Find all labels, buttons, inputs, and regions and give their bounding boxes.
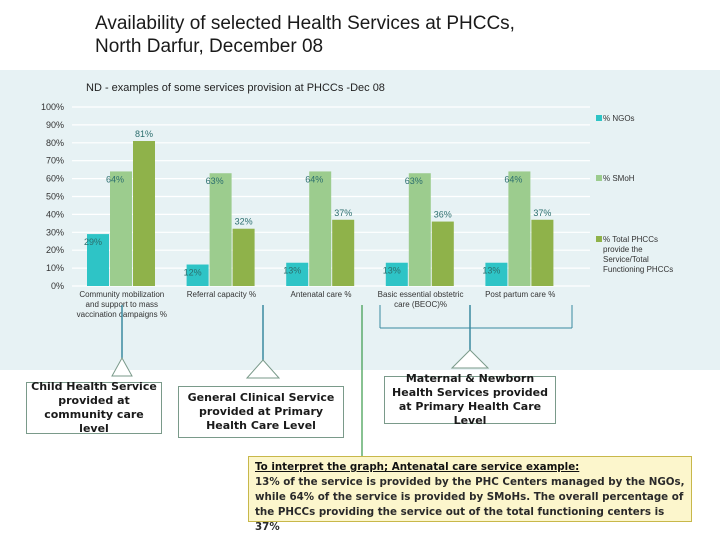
category-label: Post partum care % bbox=[485, 290, 555, 299]
bar bbox=[110, 171, 132, 286]
data-label: 37% bbox=[533, 208, 551, 218]
page-title: Availability of selected Health Services… bbox=[95, 12, 515, 58]
data-label: 12% bbox=[184, 268, 202, 278]
connector-arrow bbox=[450, 349, 490, 369]
bar bbox=[332, 219, 355, 286]
interpretation-body: 13% of the service is provided by the PH… bbox=[255, 476, 685, 533]
bar bbox=[508, 171, 531, 286]
bar bbox=[232, 228, 255, 286]
y-tick-label: 60% bbox=[46, 174, 64, 184]
data-label: 63% bbox=[405, 176, 423, 186]
bar bbox=[209, 173, 232, 286]
interpretation-heading: To interpret the graph; Antenatal care s… bbox=[255, 461, 580, 473]
legend-entry: % NGOs bbox=[603, 114, 635, 123]
y-tick-label: 40% bbox=[46, 209, 64, 219]
data-label: 36% bbox=[434, 210, 452, 220]
bar bbox=[385, 262, 408, 286]
maternal-newborn-box: Maternal & Newborn Health Services provi… bbox=[384, 372, 556, 427]
bar bbox=[309, 171, 332, 286]
connector-arrow bbox=[245, 359, 281, 379]
legend-entry: Service/Total bbox=[603, 255, 649, 264]
page-title-line2: North Darfur, December 08 bbox=[95, 36, 324, 57]
page-title-line1: Availability of selected Health Services… bbox=[95, 13, 515, 34]
y-tick-label: 80% bbox=[46, 138, 64, 148]
category-label: Basic essential obstetric bbox=[378, 290, 464, 299]
bar bbox=[87, 234, 109, 286]
category-label: Referral capacity % bbox=[187, 290, 256, 299]
legend-entry: % Total PHCCs bbox=[603, 235, 658, 244]
data-label: 13% bbox=[283, 266, 301, 276]
y-tick-label: 70% bbox=[46, 156, 64, 166]
bar bbox=[431, 221, 454, 286]
general-clinical-box: General Clinical Service provided at Pri… bbox=[178, 386, 344, 438]
data-label: 63% bbox=[206, 176, 224, 186]
data-label: 64% bbox=[106, 174, 124, 184]
legend-swatch bbox=[596, 236, 602, 242]
connector-arrow bbox=[111, 356, 133, 377]
y-tick-label: 90% bbox=[46, 120, 64, 130]
y-tick-label: 20% bbox=[46, 245, 64, 255]
data-label: 32% bbox=[235, 217, 253, 227]
bar bbox=[408, 173, 431, 286]
legend-entry: provide the bbox=[603, 245, 643, 254]
y-tick-label: 10% bbox=[46, 263, 64, 273]
legend-swatch bbox=[596, 115, 602, 121]
child-health-box: Child Health Service provided at communi… bbox=[26, 380, 162, 435]
bar bbox=[186, 264, 209, 286]
legend-entry: % SMoH bbox=[603, 174, 635, 183]
interpretation-note: To interpret the graph; Antenatal care s… bbox=[248, 456, 692, 533]
bar bbox=[286, 262, 309, 286]
data-label: 64% bbox=[305, 174, 323, 184]
category-label: Antenatal care % bbox=[291, 290, 352, 299]
legend-swatch bbox=[596, 175, 602, 181]
y-tick-label: 0% bbox=[51, 281, 64, 291]
y-tick-label: 30% bbox=[46, 227, 64, 237]
bar bbox=[133, 141, 155, 286]
category-label: care (BEOC)% bbox=[394, 300, 447, 309]
y-tick-label: 50% bbox=[46, 192, 64, 202]
category-label: Community mobilization bbox=[79, 290, 164, 299]
data-label: 81% bbox=[135, 129, 153, 139]
data-label: 29% bbox=[84, 237, 102, 247]
data-label: 13% bbox=[482, 266, 500, 276]
data-label: 64% bbox=[504, 174, 522, 184]
data-label: 13% bbox=[383, 266, 401, 276]
data-label: 37% bbox=[334, 208, 352, 218]
bar bbox=[485, 262, 508, 286]
legend-entry: Functioning PHCCs bbox=[603, 265, 673, 274]
category-label: and support to mass bbox=[86, 300, 158, 309]
bar bbox=[531, 219, 554, 286]
chart-title: ND - examples of some services provision… bbox=[86, 82, 385, 94]
y-tick-label: 100% bbox=[41, 102, 64, 112]
